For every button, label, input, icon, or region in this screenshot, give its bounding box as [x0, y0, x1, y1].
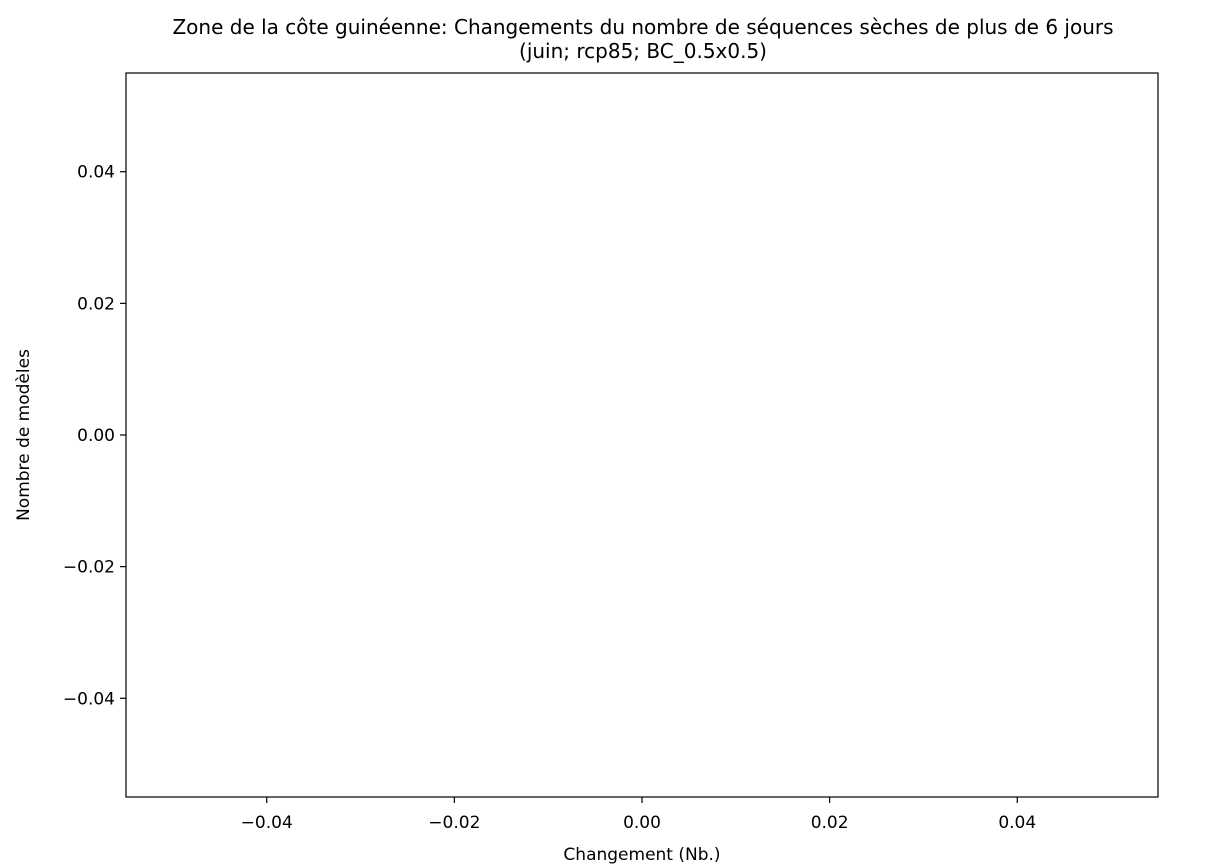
- x-tick-label: −0.02: [428, 813, 480, 833]
- y-tick-label: 0.04: [77, 163, 115, 183]
- x-tick-label: 0.00: [623, 813, 661, 833]
- y-tick-label: 0.00: [77, 426, 115, 446]
- x-tick-label: 0.02: [811, 813, 849, 833]
- y-tick-label: −0.02: [63, 558, 115, 578]
- chart-title: Zone de la côte guinéenne: Changements d…: [172, 15, 1113, 39]
- y-axis-label: Nombre de modèles: [14, 349, 34, 521]
- x-axis-label: Changement (Nb.): [563, 845, 720, 865]
- y-tick-label: −0.04: [63, 689, 115, 709]
- x-tick-label: 0.04: [998, 813, 1036, 833]
- plot-area: [125, 72, 1159, 798]
- x-axis: −0.04 −0.02 0.00 0.02 0.04: [241, 797, 1036, 833]
- y-tick-label: 0.02: [77, 294, 115, 314]
- chart-subtitle: (juin; rcp85; BC_0.5x0.5): [519, 39, 767, 63]
- x-tick-label: −0.04: [241, 813, 293, 833]
- y-axis: −0.04 −0.02 0.00 0.02 0.04: [63, 163, 126, 709]
